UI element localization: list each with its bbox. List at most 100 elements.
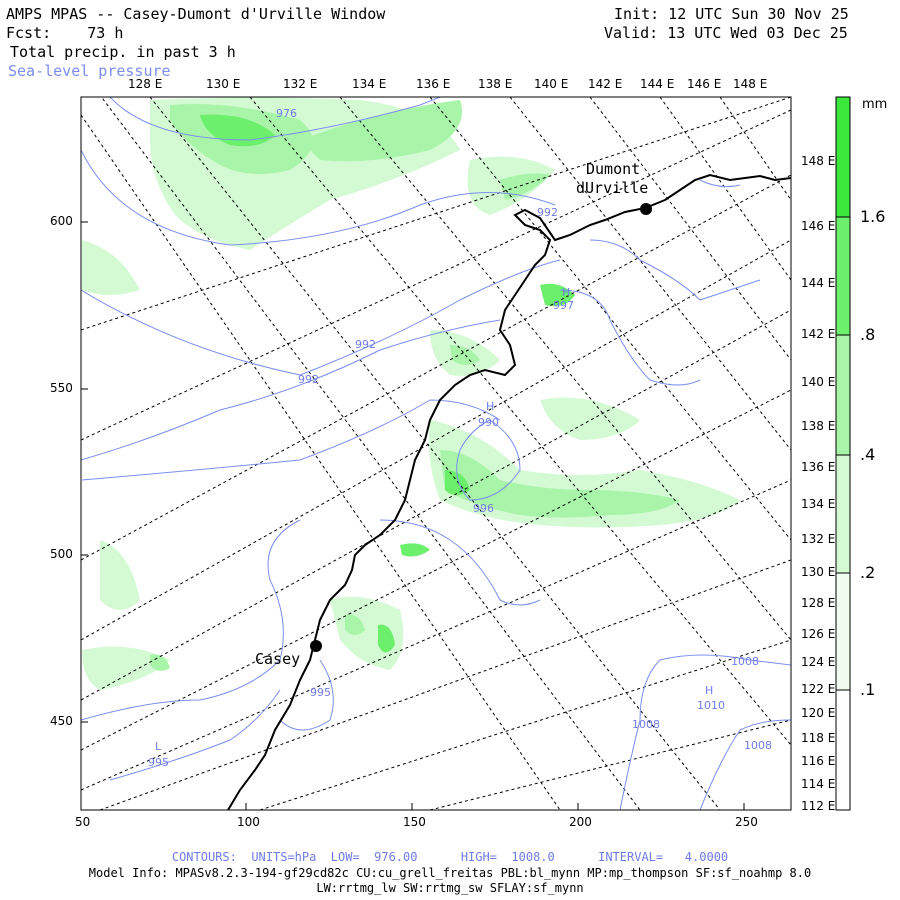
colorbar (835, 96, 851, 811)
pressure-label: 996 (473, 502, 494, 515)
parallel-line (81, 97, 791, 331)
meridian-line (429, 97, 791, 541)
x-axis-label: 100 (237, 815, 260, 829)
precip-area (150, 654, 170, 671)
precip-area (445, 470, 470, 495)
right-lon-label: 116 E (801, 754, 836, 768)
pressure-label: 997 (553, 299, 574, 312)
init-time: Init: 12 UTC Sun 30 Nov 25 (614, 5, 849, 23)
y-axis-label: 500 (50, 547, 73, 561)
station-label-casey: Casey (255, 650, 300, 668)
colorbar-unit: mm (862, 97, 888, 112)
overlay-label: Sea-level pressure (8, 62, 171, 80)
right-lon-label: 118 E (801, 731, 836, 745)
x-axis-label: 50 (75, 815, 91, 829)
meridian-line (100, 97, 641, 810)
contours-info: CONTOURS: UNITS=hPa LOW= 976.00 HIGH= 10… (0, 850, 900, 864)
top-lon-label: 138 E (478, 77, 513, 91)
meridian-line (339, 97, 791, 641)
precip-area (440, 450, 680, 518)
precip-area (450, 345, 480, 365)
right-lon-label: 122 E (801, 682, 836, 696)
colorbar-label: .8 (860, 325, 876, 344)
colorbar-label: .2 (860, 563, 876, 582)
pressure-label: 992 (298, 373, 319, 386)
pressure-label: 995 (148, 756, 169, 769)
pressure-label: 1010 (697, 699, 725, 712)
top-lon-label: 142 E (588, 77, 623, 91)
precip-area (82, 240, 140, 295)
isobar (279, 659, 334, 731)
pressure-label: 1008 (632, 718, 660, 731)
isobar (81, 149, 556, 246)
right-lon-label: 134 E (801, 497, 836, 511)
fcst-label: Fcst: (6, 24, 52, 42)
colorbar-segment (836, 455, 850, 573)
isobar (109, 689, 281, 781)
valid-time: Valid: 13 UTC Wed 03 Dec 25 (604, 24, 848, 42)
colorbar-label: .1 (860, 680, 876, 699)
isobar (81, 399, 501, 481)
colorbar-segment (836, 690, 850, 810)
right-lon-label: 146 E (801, 219, 836, 233)
colorbar-segment (836, 335, 850, 455)
pressure-mark: L (155, 740, 162, 753)
isobar (699, 179, 741, 188)
right-lon-label: 114 E (801, 777, 836, 791)
station-label-dumont-line2: dUrville (576, 179, 648, 197)
isobar (456, 419, 521, 501)
top-lon-label: 130 E (206, 77, 241, 91)
model-info-2: LW:rrtmg_lw SW:rrtmg_sw SFLAY:sf_mynn (316, 881, 584, 895)
x-axis-label: 150 (403, 815, 426, 829)
fcst-value: 73 h (87, 24, 124, 42)
axis-ticks (80, 221, 745, 810)
colorbar-frame (835, 96, 851, 811)
pressure-label: 995 (310, 686, 331, 699)
right-lon-label: 142 E (801, 327, 836, 341)
y-axis-label: 550 (50, 381, 73, 395)
meridian-line (249, 97, 791, 746)
pressure-mark: H (705, 684, 713, 697)
top-lon-label: 134 E (352, 77, 387, 91)
isobar (81, 519, 301, 721)
field-label: Total precip. in past 3 h (10, 43, 236, 61)
pressure-label: 992 (355, 338, 376, 351)
precip-area (100, 540, 140, 610)
parallel-line (81, 109, 791, 441)
top-lon-label: 146 E (687, 77, 722, 91)
contours-text: CONTOURS: UNITS=hPa LOW= 976.00 HIGH= 10… (171, 850, 729, 864)
colorbar-label: 1.6 (860, 207, 886, 226)
x-axis-label: 250 (735, 815, 758, 829)
pressure-labels: 976 992 992 992 997 990 996 995 995 1008… (148, 107, 772, 769)
top-lon-label: 140 E (534, 77, 569, 91)
pressure-label: 976 (276, 107, 297, 120)
parallel-line (81, 174, 791, 561)
station-marker-dumont (640, 203, 652, 215)
meridian-line (149, 97, 721, 810)
isobar (379, 519, 541, 606)
y-axis-label: 450 (50, 714, 73, 728)
right-lon-label: 112 E (801, 799, 836, 813)
precip-area (345, 614, 365, 635)
x-axis-label: 200 (569, 815, 592, 829)
isobar (699, 719, 791, 810)
pressure-label: 992 (537, 206, 558, 219)
colorbar-segment (836, 217, 850, 335)
right-lon-label: 128 E (801, 596, 836, 610)
graticule (81, 97, 791, 810)
meridian-line (659, 97, 791, 281)
y-axis-label: 600 (50, 214, 73, 228)
parallel-line (259, 639, 791, 810)
precip-area (400, 543, 430, 557)
forecast-label: Fcst: 73 h (6, 24, 123, 42)
meridian-line (589, 97, 791, 361)
parallel-line (429, 719, 791, 810)
colorbar-segment (836, 573, 850, 690)
isobar (109, 97, 441, 141)
pressure-contours (81, 97, 791, 810)
precip-area (82, 646, 170, 690)
colorbar-label: .4 (860, 445, 876, 464)
isobar (619, 654, 791, 810)
precip-area (300, 100, 462, 162)
